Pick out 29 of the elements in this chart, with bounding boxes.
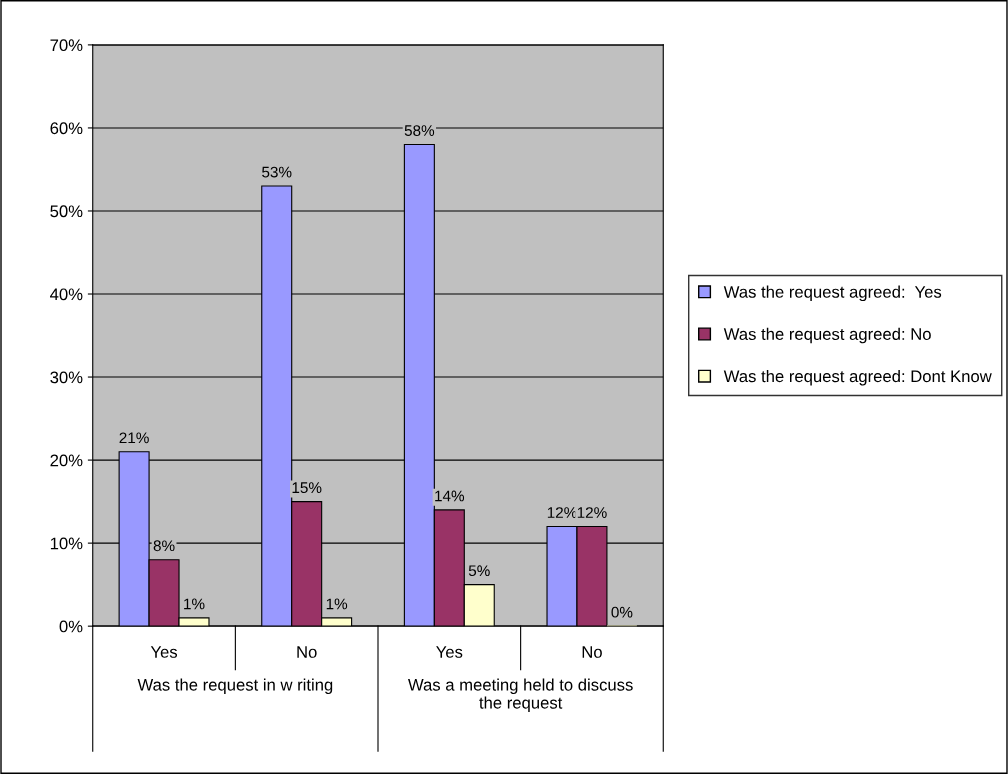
data-label: 58% xyxy=(404,125,435,136)
y-tick-label: 70% xyxy=(50,39,83,52)
legend-label: Was the request agreed: No xyxy=(723,327,931,344)
text: Was a meeting held to discuss the request xyxy=(408,678,633,712)
data-label: 21% xyxy=(119,432,149,444)
data-label: 1% xyxy=(184,598,205,610)
data-label: 0% xyxy=(611,606,633,618)
y-tick-label: 50% xyxy=(50,205,83,218)
y-tick-label: 20% xyxy=(50,454,83,467)
data-label: 14% xyxy=(435,490,465,502)
legend-label: Was the request agreed: Dont Know xyxy=(723,369,992,386)
data-label: 8% xyxy=(153,540,175,552)
data-label: 53% xyxy=(262,166,292,178)
data-label: 5% xyxy=(468,565,490,577)
data-label: 12% xyxy=(577,507,607,518)
y-tick-label: 30% xyxy=(50,371,83,384)
y-tick-label: 40% xyxy=(50,288,83,301)
y-tick-label: 0% xyxy=(59,620,83,633)
data-label: 15% xyxy=(292,482,322,494)
legend-label: Was the request agreed: Yes xyxy=(723,285,942,302)
x-tick-label: Yes xyxy=(150,646,178,658)
data-label: 1% xyxy=(326,598,348,610)
y-tick-label: 60% xyxy=(50,122,83,135)
x-tick-label: No xyxy=(297,646,317,658)
y-tick-label: 10% xyxy=(50,537,83,550)
data-label: 12% xyxy=(547,507,577,518)
x-tick-label: Yes xyxy=(436,646,463,658)
text: Was the request in w riting xyxy=(137,678,333,695)
x-tick-label: No xyxy=(582,646,602,658)
